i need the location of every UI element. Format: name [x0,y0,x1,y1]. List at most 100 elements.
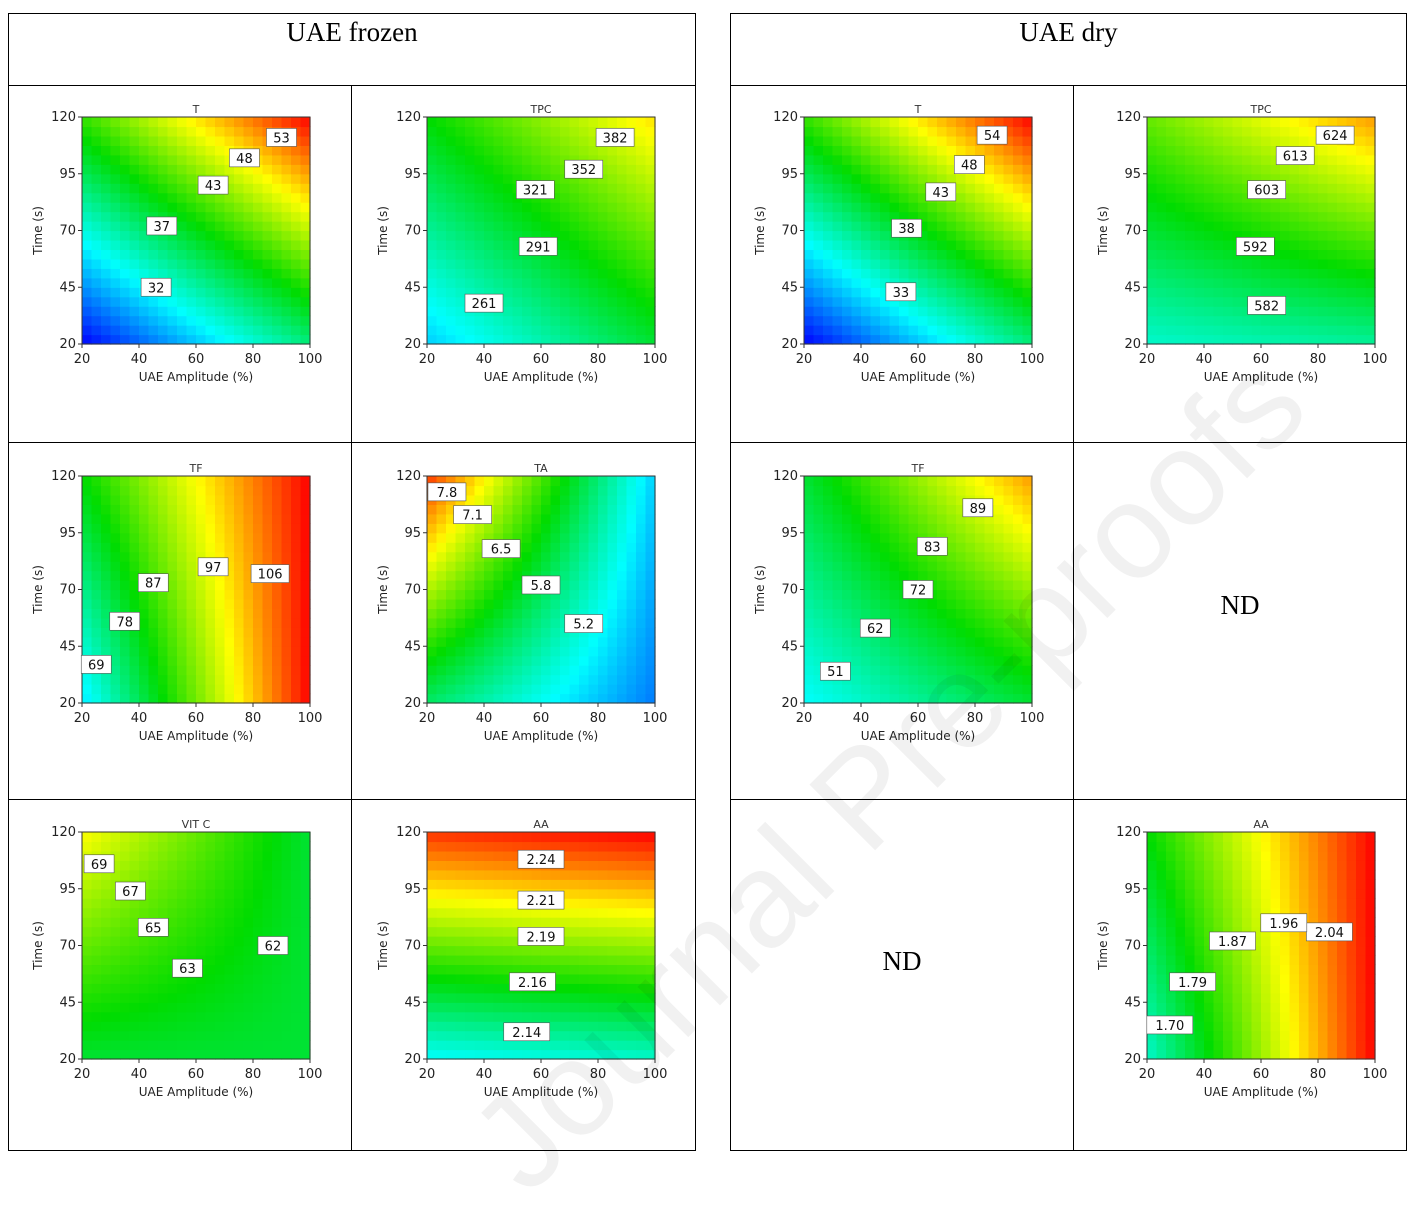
heatmap-cell [579,1002,589,1012]
heatmap-cell [1280,240,1290,250]
heatmap-cell [234,117,244,127]
heatmap-cell [975,316,985,326]
heatmap-cell [589,870,599,880]
heatmap-cell [263,504,273,514]
heatmap-cell [1166,183,1176,193]
heatmap-cell [101,193,111,203]
heatmap-cell [253,964,263,974]
heatmap-cell [139,1040,149,1050]
heatmap-cell [465,212,475,222]
heatmap-cell [475,860,485,870]
heatmap-cell [158,1002,168,1012]
heatmap-cell [177,542,187,552]
heatmap-cell [446,608,456,618]
heatmap-cell [437,164,447,174]
heatmap-cell [465,983,475,993]
heatmap-cell [456,1021,466,1031]
heatmap-cell [985,335,995,345]
y-tick-label: 95 [404,167,421,182]
heatmap-cell [1261,212,1271,222]
heatmap-cell [1195,249,1205,259]
heatmap-cell [1233,316,1243,326]
heatmap-cell [636,646,646,656]
heatmap-cell [168,183,178,193]
heatmap-cell [814,297,824,307]
heatmap-cell [1233,287,1243,297]
heatmap-cell [1013,193,1023,203]
heatmap-cell [427,590,437,600]
heatmap-cell [937,155,947,165]
heatmap-cell [579,249,589,259]
heatmap-cell [608,316,618,326]
heatmap-cell [899,136,909,146]
heatmap-cell [570,983,580,993]
heatmap-cell [589,297,599,307]
heatmap-cell [215,1031,225,1041]
heatmap-cell [1223,325,1233,335]
heatmap-cell [890,325,900,335]
heatmap-cell [560,917,570,927]
heatmap-cell [494,684,504,694]
heatmap-cell [158,193,168,203]
heatmap-cell [427,259,437,269]
heatmap-cell [541,955,551,965]
heatmap-cell [522,675,532,685]
heatmap-cell [1366,306,1376,316]
heatmap-cell [627,974,637,984]
heatmap-cell [598,946,608,956]
heatmap-cell [446,533,456,543]
heatmap-cell [598,580,608,590]
heatmap-cell [503,476,513,486]
heatmap-cell [1337,145,1347,155]
heatmap-cell [494,637,504,647]
heatmap-cell [494,898,504,908]
heatmap-cell [82,268,92,278]
heatmap-cell [579,851,589,861]
heatmap-cell [985,249,995,259]
heatmap-cell [196,155,206,165]
heatmap-cell [437,580,447,590]
heatmap-cell [111,684,121,694]
heatmap-cell [139,316,149,326]
heatmap-cell [149,164,159,174]
heatmap-cell [111,637,121,647]
heatmap-cell [263,183,273,193]
heatmap-cell [196,608,206,618]
heatmap-cell [139,955,149,965]
heatmap-cell [465,832,475,842]
heatmap-cell [823,164,833,174]
heatmap-cell [1318,193,1328,203]
heatmap-cell [1223,297,1233,307]
heatmap-cell [617,1050,627,1060]
heatmap-cell [130,908,140,918]
heatmap-cell [301,946,311,956]
y-tick-label: 45 [404,639,421,654]
heatmap-cell [522,1050,532,1060]
heatmap-cell [196,656,206,666]
heatmap-cell [446,1002,456,1012]
heatmap-cell [130,145,140,155]
heatmap-cell [437,117,447,127]
heatmap-cell [225,335,235,345]
heatmap-cell [1347,117,1357,127]
heatmap-cell [437,231,447,241]
heatmap-cell [937,145,947,155]
heatmap-cell [446,879,456,889]
heatmap-cell [617,946,627,956]
heatmap-cell [541,542,551,552]
heatmap-cell [646,533,656,543]
heatmap-cell [301,879,311,889]
heatmap-cell [636,259,646,269]
heatmap-cell [82,841,92,851]
heatmap-cell [928,297,938,307]
heatmap-cell [814,268,824,278]
heatmap-cell [253,212,263,222]
heatmap-cell [475,580,485,590]
heatmap-cell [636,136,646,146]
heatmap-cell [551,1040,561,1050]
heatmap-cell [206,1002,216,1012]
heatmap-cell [975,249,985,259]
heatmap-cell [282,637,292,647]
heatmap-cell [168,637,178,647]
